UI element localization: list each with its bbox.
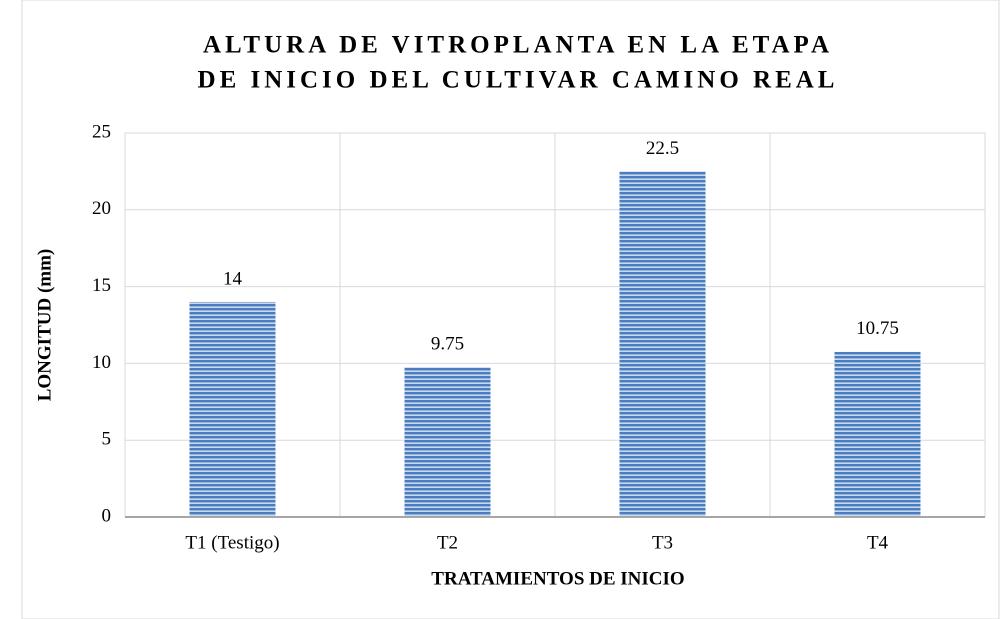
y-tick-label: 0 <box>102 505 112 526</box>
bar <box>189 301 276 517</box>
x-tick-label: T2 <box>437 532 458 553</box>
value-label: 22.5 <box>646 138 679 159</box>
x-tick-label: T3 <box>652 532 673 553</box>
bar <box>404 367 491 517</box>
value-label: 9.75 <box>431 334 464 355</box>
chart-title: DE INICIO DEL CULTIVAR CAMINO REAL <box>198 67 839 94</box>
chart-border <box>21 0 1000 619</box>
y-tick-label: 5 <box>102 429 112 450</box>
x-tick-label: T4 <box>867 532 889 553</box>
y-tick-label: 10 <box>92 352 111 373</box>
y-tick-label: 15 <box>92 275 111 296</box>
y-tick-label: 25 <box>92 121 111 142</box>
chart-title: ALTURA DE VITROPLANTA EN LA ETAPA <box>203 32 833 59</box>
bar <box>834 351 921 517</box>
value-label: 14 <box>223 268 243 289</box>
y-axis-title: LONGITUD (mm) <box>34 249 55 402</box>
value-label: 10.75 <box>856 318 899 339</box>
x-tick-label: T1 (Testigo) <box>185 532 279 553</box>
x-axis-title: TRATAMIENTOS DE INICIO <box>431 568 684 589</box>
y-tick-label: 20 <box>92 198 111 219</box>
bar <box>619 171 706 517</box>
